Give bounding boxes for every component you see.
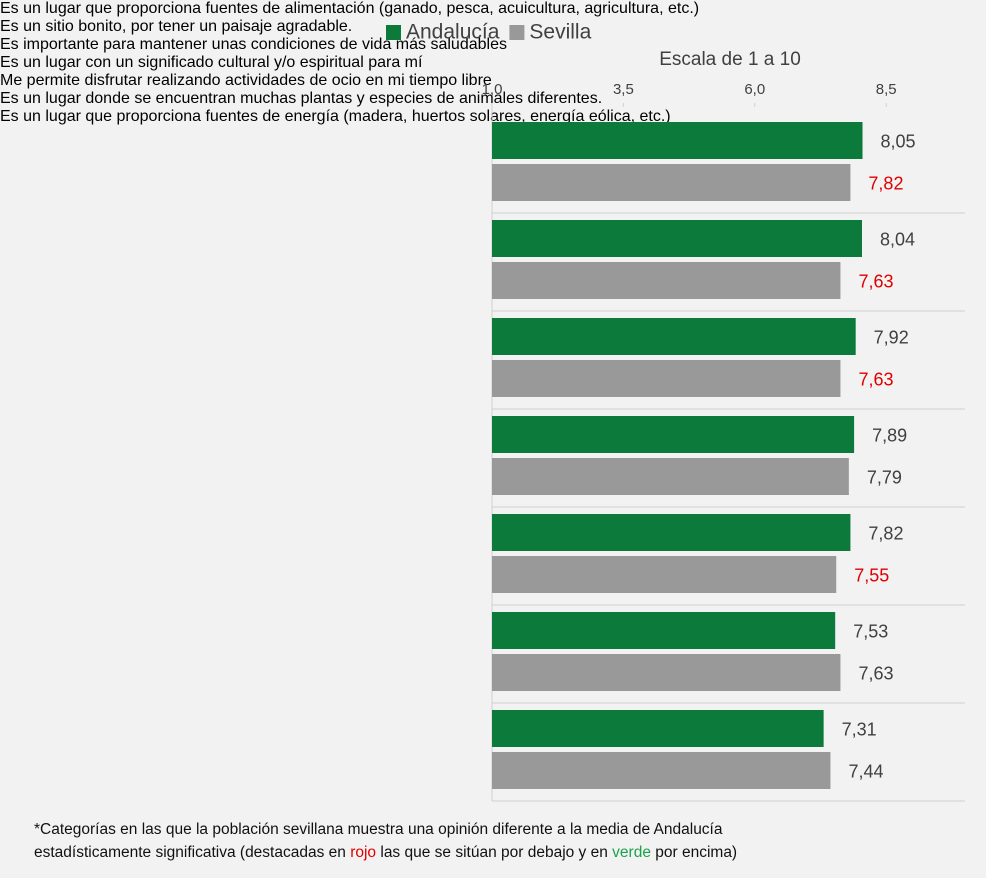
bar bbox=[492, 752, 831, 789]
x-tick-label: 3,5 bbox=[613, 81, 634, 98]
legend-swatch bbox=[386, 25, 401, 40]
footnote-text: las que se sitúan por debajo y en bbox=[376, 844, 613, 861]
value-label: 7,89 bbox=[872, 425, 907, 445]
bar bbox=[492, 318, 856, 355]
value-label: 8,05 bbox=[881, 131, 916, 151]
x-tick-label: 8,5 bbox=[876, 81, 897, 98]
bar bbox=[492, 514, 851, 551]
bar bbox=[492, 710, 824, 747]
category-label: Es un sitio bonito, por tener un paisaje… bbox=[0, 18, 353, 35]
legend-label: Sevilla bbox=[529, 21, 591, 44]
bar bbox=[492, 556, 837, 593]
bar bbox=[492, 416, 855, 453]
value-label: 7,63 bbox=[858, 663, 893, 683]
category-label: Es un lugar con un significado cultural … bbox=[0, 54, 423, 71]
x-tick-label: 1,0 bbox=[482, 81, 503, 98]
bar bbox=[492, 122, 863, 159]
bar bbox=[492, 262, 841, 299]
bar bbox=[492, 458, 849, 495]
footnote-text: rojo bbox=[350, 844, 377, 861]
bar bbox=[492, 360, 841, 397]
value-label: 7,63 bbox=[858, 271, 893, 291]
axis-subtitle: Escala de 1 a 10 bbox=[659, 49, 801, 70]
footnote-text: por encima) bbox=[650, 844, 738, 861]
category-label: Me permite disfrutar realizando activida… bbox=[0, 72, 492, 89]
value-label: 7,82 bbox=[868, 523, 903, 543]
bar bbox=[492, 220, 862, 257]
value-label: 7,53 bbox=[853, 621, 888, 641]
value-label: 8,04 bbox=[880, 229, 915, 249]
bar bbox=[492, 654, 841, 691]
legend-swatch bbox=[509, 25, 525, 40]
category-label: Es un lugar que proporciona fuentes de a… bbox=[0, 0, 700, 17]
footnote-text: *Categorías en las que la población sevi… bbox=[34, 821, 723, 861]
value-label: 7,79 bbox=[867, 467, 902, 487]
x-tick-label: 6,0 bbox=[744, 81, 765, 98]
value-label: 7,44 bbox=[848, 761, 883, 781]
footnote: *Categorías en las que la población sevi… bbox=[34, 818, 974, 864]
value-label: 7,31 bbox=[842, 719, 877, 739]
value-label: 7,82 bbox=[868, 173, 903, 193]
bar bbox=[492, 164, 851, 201]
value-label: 7,92 bbox=[874, 327, 909, 347]
bar bbox=[492, 612, 836, 649]
category-label: Es un lugar donde se encuentran muchas p… bbox=[0, 90, 603, 107]
legend-label: Andalucía bbox=[406, 21, 500, 44]
value-label: 7,63 bbox=[858, 369, 893, 389]
footnote-text: verde bbox=[612, 844, 651, 861]
category-label: Es importante para mantener unas condici… bbox=[0, 36, 507, 53]
category-label: Es un lugar que proporciona fuentes de e… bbox=[0, 108, 671, 125]
value-label: 7,55 bbox=[854, 565, 889, 585]
